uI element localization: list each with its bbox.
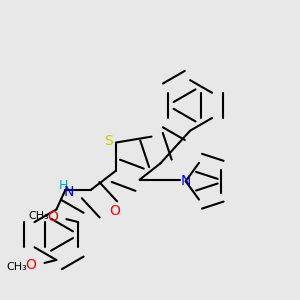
Text: CH₃: CH₃ — [28, 211, 50, 220]
Text: O: O — [26, 258, 37, 272]
Text: O: O — [110, 204, 120, 218]
Text: N: N — [181, 174, 191, 188]
Text: N: N — [64, 184, 74, 199]
Text: H: H — [59, 179, 68, 192]
Text: O: O — [48, 210, 58, 224]
Text: S: S — [104, 134, 113, 148]
Text: CH₃: CH₃ — [7, 262, 28, 272]
